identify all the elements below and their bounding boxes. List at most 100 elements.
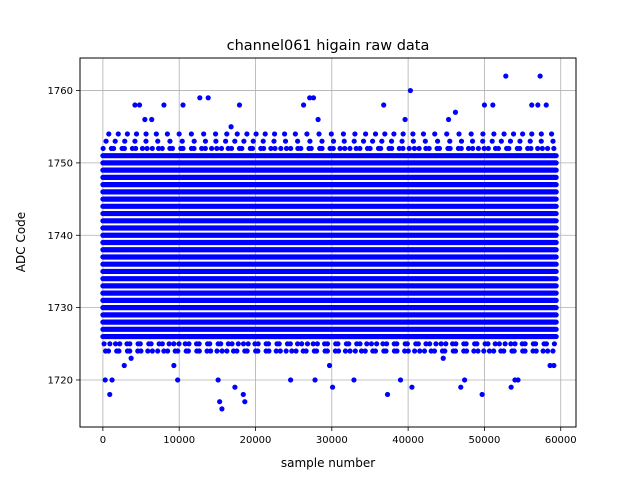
sparse-point	[127, 348, 133, 354]
sparse-point	[324, 348, 330, 354]
sparse-point	[522, 341, 528, 347]
sparse-point	[222, 138, 229, 144]
sparse-point	[545, 348, 551, 354]
sparse-point	[127, 341, 133, 347]
sparse-point	[379, 138, 385, 144]
sparse-point	[341, 138, 347, 144]
sparse-point	[433, 341, 439, 347]
sparse-point	[362, 348, 368, 354]
sparse-point	[232, 138, 238, 144]
sparse-point	[405, 348, 411, 354]
sparse-point	[434, 138, 441, 144]
outlier-point	[508, 384, 514, 390]
sparse-point	[335, 341, 341, 347]
sparse-point	[396, 145, 402, 152]
outlier-point	[329, 384, 336, 390]
sparse-point	[492, 341, 498, 347]
sparse-point	[328, 131, 334, 137]
sparse-point	[241, 138, 247, 144]
sparse-point	[551, 341, 557, 347]
sparse-point	[330, 138, 337, 144]
sparse-point	[423, 341, 429, 347]
x-axis-label: sample number	[281, 456, 375, 470]
sparse-point	[180, 145, 186, 152]
sparse-point	[551, 145, 557, 152]
sparse-point	[507, 138, 514, 144]
outlier-point	[402, 116, 408, 123]
sparse-point	[149, 145, 155, 152]
sparse-point	[299, 341, 305, 347]
sparse-point	[347, 145, 353, 152]
sparse-point	[276, 341, 282, 347]
outlier-point	[535, 102, 541, 108]
sparse-point	[100, 145, 106, 152]
sparse-point	[271, 138, 277, 144]
sparse-point	[383, 348, 389, 354]
outlier-point	[479, 391, 485, 398]
outlier-point	[242, 399, 248, 405]
sparse-point	[469, 138, 476, 144]
sparse-point	[533, 348, 539, 354]
sparse-point	[145, 348, 151, 354]
sparse-point	[511, 348, 517, 354]
sparse-point	[234, 131, 240, 137]
outlier-point	[315, 116, 321, 123]
sparse-point	[153, 131, 159, 137]
sparse-point	[292, 131, 298, 137]
sparse-point	[458, 138, 465, 144]
sparse-point	[432, 131, 438, 137]
outlier-point	[503, 73, 509, 79]
sparse-point	[116, 348, 122, 354]
sparse-point	[539, 145, 545, 152]
sparse-point	[427, 341, 433, 347]
sparse-point	[143, 131, 149, 137]
sparse-point	[268, 145, 274, 152]
sparse-point	[234, 348, 240, 354]
outlier-point	[458, 384, 464, 390]
sparse-point	[161, 348, 167, 354]
sparse-point	[244, 131, 250, 137]
outlier-point	[236, 102, 243, 108]
sparse-point	[442, 348, 448, 354]
outlier-point	[161, 102, 167, 108]
sparse-point	[255, 341, 261, 347]
sparse-point	[410, 138, 416, 144]
sparse-point	[358, 348, 365, 354]
sparse-point	[388, 138, 395, 144]
sparse-point	[452, 348, 459, 354]
sparse-point	[389, 145, 395, 152]
sparse-point	[410, 131, 416, 137]
sparse-point	[166, 341, 172, 347]
sparse-point	[502, 341, 508, 347]
sparse-point	[196, 341, 202, 347]
y-axis-label: ADC Code	[14, 212, 28, 272]
sparse-point	[347, 348, 353, 354]
sparse-point	[110, 145, 117, 152]
sparse-point	[313, 348, 320, 354]
sparse-point	[159, 145, 165, 152]
sparse-point	[436, 145, 443, 152]
x-tick-label: 50000	[469, 435, 501, 446]
sparse-point	[535, 145, 541, 152]
sparse-point	[335, 348, 342, 354]
y-tick-label: 1720	[48, 375, 73, 386]
sparse-point	[239, 145, 245, 152]
sparse-point	[471, 348, 477, 354]
sparse-point	[213, 138, 219, 144]
sparse-point	[491, 131, 497, 137]
sparse-point	[458, 145, 464, 152]
sparse-point	[470, 145, 476, 152]
sparse-point	[485, 341, 491, 347]
sparse-point	[240, 341, 247, 347]
sparse-point	[209, 145, 215, 152]
y-tick-label: 1740	[48, 231, 73, 242]
sparse-point	[406, 145, 412, 152]
sparse-point	[214, 145, 220, 152]
sparse-point	[303, 348, 309, 354]
sparse-point	[411, 145, 418, 152]
y-tick-label: 1750	[48, 158, 73, 169]
sparse-point	[112, 138, 118, 144]
sparse-point	[271, 131, 278, 137]
sparse-point	[106, 131, 112, 137]
sparse-point	[121, 145, 128, 152]
